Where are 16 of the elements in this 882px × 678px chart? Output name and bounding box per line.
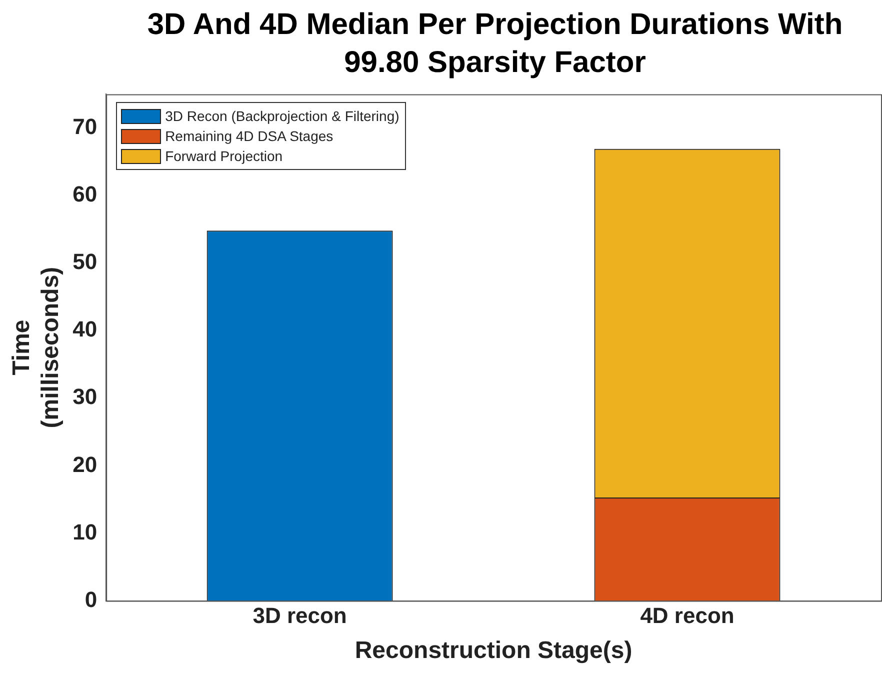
y-tick-label: 10 bbox=[72, 519, 98, 544]
y-tick-label: 60 bbox=[72, 182, 98, 207]
y-axis-title: Time (milliseconds) bbox=[8, 266, 64, 428]
y-tick-label: 70 bbox=[72, 114, 98, 140]
y-tick-label: 40 bbox=[72, 316, 98, 342]
y-tick-label: 0 bbox=[84, 586, 98, 612]
chart-title: 3D And 4D Median Per Projection Durations With 99.80 Sparsity Factor bbox=[146, 7, 844, 81]
x-tick-label: 4D recon bbox=[640, 603, 734, 628]
legend-label: 3D Recon (Backprojection & Filtering) bbox=[165, 108, 400, 124]
legend-label: Remaining 4D DSA Stages bbox=[165, 128, 334, 144]
x-axis-title: Reconstruction Stage(s) bbox=[354, 637, 632, 664]
y-tick-label: 20 bbox=[72, 452, 98, 477]
x-tick-label: 3D recon bbox=[252, 603, 347, 628]
y-tick-label: 30 bbox=[72, 384, 98, 410]
legend-label: Forward Projection bbox=[165, 148, 283, 164]
y-tick-label: 50 bbox=[72, 249, 98, 274]
